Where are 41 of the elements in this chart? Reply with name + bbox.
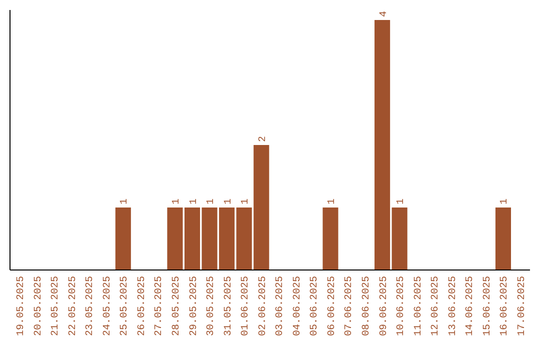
x-tick-label: 29.05.2025 xyxy=(188,276,200,336)
data-label: 1 xyxy=(171,198,182,204)
x-tick-label: 28.05.2025 xyxy=(171,276,182,336)
data-label: 4 xyxy=(378,10,390,17)
x-tick-label: 12.06.2025 xyxy=(430,276,442,336)
x-tick-label: 31.05.2025 xyxy=(223,276,234,336)
x-tick-label: 10.06.2025 xyxy=(396,276,408,336)
x-tick-label: 16.06.2025 xyxy=(500,276,511,336)
x-tick-label: 19.05.2025 xyxy=(16,276,27,336)
x-tick-label: 20.05.2025 xyxy=(33,276,44,336)
x-tick-label: 25.05.2025 xyxy=(120,276,131,336)
x-tick-label: 05.06.2025 xyxy=(310,276,321,336)
x-tick-label: 22.05.2025 xyxy=(68,276,79,336)
data-label: 1 xyxy=(500,198,511,204)
x-tick-label: 01.06.2025 xyxy=(240,276,252,336)
x-tick-label: 11.06.2025 xyxy=(413,276,424,336)
x-tick-label: 02.06.2025 xyxy=(258,276,269,336)
x-tick-label: 08.06.2025 xyxy=(362,276,373,336)
data-label: 1 xyxy=(223,198,234,204)
x-tick-label: 26.05.2025 xyxy=(136,276,148,336)
x-tick-label: 30.05.2025 xyxy=(206,276,218,336)
x-tick-label: 09.06.2025 xyxy=(378,276,390,336)
x-tick-label: 07.06.2025 xyxy=(344,276,356,336)
data-label: 1 xyxy=(240,198,252,204)
x-tick-label: 03.06.2025 xyxy=(275,276,286,336)
data-label: 1 xyxy=(396,198,408,204)
data-label: 1 xyxy=(120,198,131,204)
x-tick-label: 14.06.2025 xyxy=(465,276,476,336)
x-tick-label: 27.05.2025 xyxy=(154,276,166,336)
x-tick-label: 17.06.2025 xyxy=(517,276,528,336)
data-label: 1 xyxy=(326,198,338,204)
data-label: 2 xyxy=(258,136,269,142)
data-label: 1 xyxy=(188,198,200,204)
x-tick-label: 23.05.2025 xyxy=(85,276,96,336)
data-label: 1 xyxy=(206,198,218,204)
x-tick-label: 24.05.2025 xyxy=(102,276,114,336)
x-tick-label: 04.06.2025 xyxy=(292,276,304,336)
x-tick-label: 13.06.2025 xyxy=(448,276,459,336)
x-tick-label: 15.06.2025 xyxy=(482,276,494,336)
x-tick-label: 21.05.2025 xyxy=(50,276,62,336)
x-tick-label: 06.06.2025 xyxy=(326,276,338,336)
